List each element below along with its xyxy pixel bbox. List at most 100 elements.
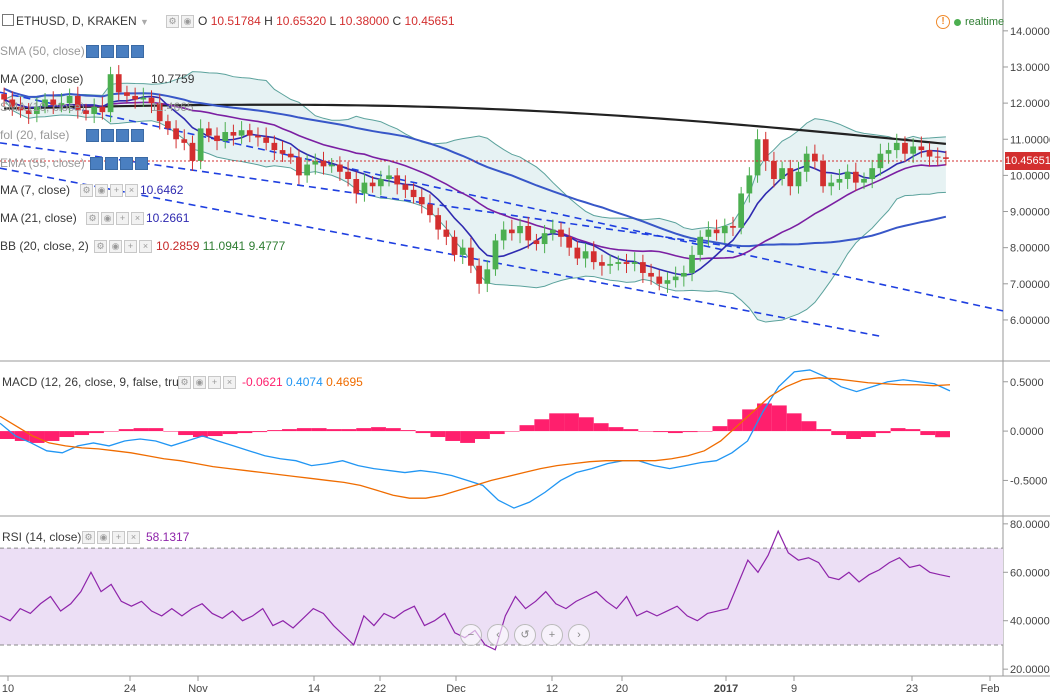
symbol-dropdown-icon[interactable]: ▼ [140, 17, 149, 27]
visibility-icon[interactable]: ◉ [193, 376, 206, 389]
macd-histogram-bar [400, 430, 416, 432]
candle-body [263, 137, 270, 143]
indicator-label-sma10[interactable]: SMA (10, close) [0, 100, 85, 114]
last-price-tag: 10.45651 [1005, 152, 1050, 170]
macd-histogram-bar [801, 421, 817, 432]
candle-body [320, 160, 327, 167]
candle-body [418, 197, 425, 205]
macd-pane [0, 369, 951, 509]
close-icon[interactable]: × [125, 184, 138, 197]
macd-histogram-bar [653, 431, 668, 433]
close-icon[interactable]: × [131, 212, 144, 225]
macd-histogram-bar [460, 431, 475, 443]
scroll-right-icon[interactable]: › [568, 624, 590, 646]
candle-body [738, 193, 745, 228]
candle-body [181, 139, 188, 143]
visibility-icon[interactable]: ◉ [97, 531, 110, 544]
add-icon[interactable]: + [112, 531, 125, 544]
close-icon[interactable] [131, 45, 144, 58]
candle-body [1, 94, 7, 100]
indicator-label-ma7[interactable]: MA (7, close) [0, 183, 71, 197]
candle-body [246, 130, 253, 136]
macd-values: -0.0621 0.4074 0.4695 [242, 375, 363, 389]
macd-histogram-bar [445, 431, 461, 441]
macd-histogram-bar [282, 429, 297, 432]
zoom-out-icon[interactable]: − [460, 624, 482, 646]
scroll-left-icon[interactable]: ‹ [487, 624, 509, 646]
indicator-label-ma21[interactable]: MA (21, close) [0, 211, 77, 225]
indicator-label-ema55[interactable]: EMA (55, close) [0, 156, 85, 170]
visibility-icon[interactable]: ◉ [181, 15, 194, 28]
visibility-icon[interactable]: ◉ [101, 212, 114, 225]
rsi-value: 58.1317 [146, 530, 190, 544]
symbol-controls: ⚙ ◉ [166, 15, 194, 28]
indicator-label-fol[interactable]: fol (20, false) [0, 128, 70, 142]
visibility-icon[interactable] [105, 157, 118, 170]
candle-body [238, 130, 245, 136]
time-tick-label: 20 [616, 683, 628, 695]
close-icon[interactable] [131, 129, 144, 142]
macd-histogram-bar [905, 429, 921, 432]
macd-histogram-bar [638, 431, 654, 432]
macd-histogram-bar [371, 427, 386, 432]
add-icon[interactable]: + [116, 212, 129, 225]
macd-histogram-bar [608, 427, 624, 432]
candle-body [549, 229, 556, 234]
macd-histogram-bar [786, 413, 802, 432]
settings-icon[interactable]: ⚙ [166, 15, 179, 28]
indicator-controls-fol [86, 129, 144, 142]
settings-icon[interactable] [86, 129, 99, 142]
macd-histogram-bar [415, 431, 431, 434]
indicator-label-bb[interactable]: BB (20, close, 2) [0, 239, 89, 253]
candle-body [17, 106, 24, 111]
settings-icon[interactable]: ⚙ [178, 376, 191, 389]
settings-icon[interactable] [90, 157, 103, 170]
macd-histogram-bar [237, 431, 253, 434]
macd-histogram-bar [920, 431, 936, 436]
visibility-icon[interactable] [101, 129, 114, 142]
candle-body [525, 225, 532, 241]
settings-icon[interactable]: ⚙ [86, 212, 99, 225]
candle-body [402, 184, 409, 190]
candle-body [746, 175, 753, 194]
settings-icon[interactable] [86, 45, 99, 58]
warning-icon[interactable]: ! [936, 15, 950, 29]
candle-body [852, 171, 859, 183]
macd-tick-label: 0.5000 [1010, 377, 1044, 389]
add-icon[interactable] [116, 45, 129, 58]
visibility-icon[interactable]: ◉ [95, 184, 108, 197]
settings-icon[interactable]: ⚙ [80, 184, 93, 197]
add-icon[interactable] [116, 129, 129, 142]
rsi-tick-label: 60.0000 [1010, 567, 1050, 579]
macd-histogram-bar [890, 428, 906, 432]
add-icon[interactable] [120, 157, 133, 170]
visibility-icon[interactable] [101, 45, 114, 58]
reset-icon[interactable]: ↺ [514, 624, 536, 646]
visibility-icon[interactable]: ◉ [109, 240, 122, 253]
settings-icon[interactable]: ⚙ [94, 240, 107, 253]
candle-body [189, 142, 196, 161]
close-icon[interactable] [135, 157, 148, 170]
macd-label[interactable]: MACD (12, 26, close, 9, false, true) [2, 375, 190, 389]
symbol-title[interactable]: ETHUSD, D, KRAKEN ▼ [2, 14, 149, 29]
macd-histogram-bar [118, 429, 134, 432]
rsi-label[interactable]: RSI (14, close) [2, 530, 82, 544]
macd-histogram-bar [0, 431, 15, 439]
realtime-indicator[interactable]: ! realtime [936, 15, 1004, 29]
add-icon[interactable]: + [124, 240, 137, 253]
candle-body [910, 146, 917, 154]
close-icon[interactable]: × [223, 376, 236, 389]
add-icon[interactable]: + [208, 376, 221, 389]
add-icon[interactable]: + [110, 184, 123, 197]
macd-histogram-bar [623, 429, 639, 432]
indicator-label-ma200[interactable]: MA (200, close) [0, 72, 84, 86]
macd-histogram-bar [578, 417, 594, 432]
close-icon[interactable]: × [139, 240, 152, 253]
candle-body [623, 262, 630, 264]
candle-body [33, 106, 40, 114]
close-icon[interactable]: × [127, 531, 140, 544]
zoom-in-icon[interactable]: + [541, 624, 563, 646]
settings-icon[interactable]: ⚙ [82, 531, 95, 544]
candle-body [369, 182, 376, 187]
indicator-label-sma50[interactable]: SMA (50, close) [0, 44, 85, 58]
